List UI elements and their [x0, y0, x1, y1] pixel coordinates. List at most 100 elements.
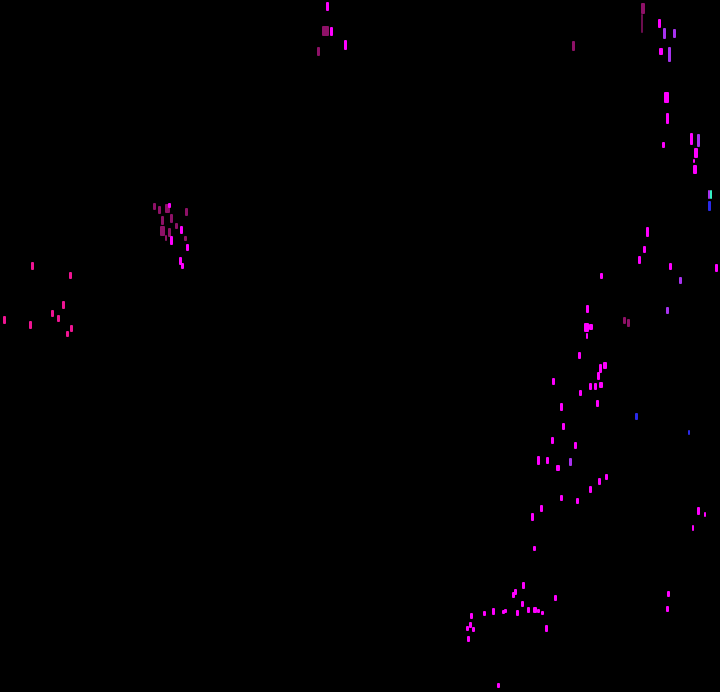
- speck: [598, 478, 601, 485]
- speck: [708, 190, 710, 199]
- speck: [62, 301, 65, 309]
- speck: [646, 227, 649, 237]
- speck: [527, 607, 530, 613]
- speck: [472, 627, 475, 632]
- speck: [697, 134, 700, 147]
- speck: [57, 315, 60, 322]
- speck: [469, 622, 472, 628]
- speck: [31, 262, 34, 270]
- speck: [659, 48, 663, 55]
- speck: [697, 507, 700, 515]
- speck: [326, 2, 329, 11]
- speck: [579, 390, 582, 396]
- speck: [594, 383, 597, 390]
- speck: [160, 226, 165, 236]
- speck: [589, 383, 592, 390]
- speck: [168, 228, 171, 237]
- speck: [693, 165, 697, 174]
- speck: [552, 378, 555, 385]
- speck: [330, 27, 333, 36]
- speck: [546, 457, 549, 464]
- speck: [554, 595, 557, 601]
- speck: [531, 513, 534, 521]
- speck: [586, 333, 588, 339]
- speck: [175, 223, 178, 229]
- speck: [512, 592, 515, 598]
- speck: [556, 465, 560, 471]
- speck: [168, 203, 171, 208]
- speck: [483, 611, 486, 616]
- speck: [170, 236, 173, 245]
- speck: [533, 607, 537, 613]
- speck: [521, 601, 524, 607]
- speck: [666, 606, 669, 612]
- speck: [690, 133, 693, 145]
- speck: [663, 28, 666, 39]
- speck: [322, 26, 329, 36]
- speck: [497, 683, 500, 688]
- speck: [668, 47, 671, 62]
- speck: [551, 437, 554, 444]
- speck: [537, 609, 540, 613]
- speck: [492, 608, 495, 615]
- speck: [184, 236, 187, 241]
- speck: [179, 257, 182, 265]
- speck: [317, 47, 320, 56]
- speck: [181, 263, 184, 269]
- speck: [599, 382, 603, 388]
- speck: [466, 626, 469, 631]
- speck: [673, 29, 676, 38]
- speck: [70, 325, 73, 332]
- speck: [710, 190, 712, 199]
- speck: [562, 423, 565, 430]
- speck: [533, 546, 536, 551]
- speck: [694, 148, 698, 158]
- speck: [641, 3, 645, 14]
- speck: [666, 307, 669, 314]
- speck: [502, 610, 505, 614]
- speck: [669, 263, 672, 270]
- speck: [186, 244, 189, 251]
- speck: [662, 142, 665, 148]
- speck: [516, 610, 519, 616]
- speck: [537, 456, 540, 465]
- speck: [514, 589, 517, 595]
- speck: [635, 413, 638, 420]
- speck: [153, 203, 156, 210]
- speck: [467, 636, 470, 642]
- speck: [641, 14, 643, 33]
- speck: [688, 430, 690, 435]
- speck: [704, 512, 706, 517]
- speck: [569, 458, 572, 466]
- speck: [658, 19, 661, 28]
- speck: [589, 324, 593, 330]
- speck: [596, 400, 599, 407]
- speck: [693, 159, 695, 163]
- speck: [470, 613, 473, 619]
- speck: [600, 273, 603, 279]
- speck: [666, 113, 669, 124]
- speck: [667, 591, 670, 597]
- speck: [576, 498, 579, 504]
- speck: [504, 609, 507, 613]
- speck: [574, 442, 577, 449]
- speck: [3, 316, 6, 324]
- speck: [29, 321, 32, 329]
- speck: [708, 201, 711, 211]
- speck: [603, 362, 607, 369]
- speck: [627, 319, 630, 327]
- speck: [715, 264, 718, 272]
- speck: [586, 305, 589, 313]
- speck: [344, 40, 347, 50]
- speck: [560, 403, 563, 411]
- speck: [578, 352, 581, 359]
- speck: [180, 226, 183, 234]
- speck: [165, 204, 170, 213]
- speck: [545, 625, 548, 632]
- speck: [692, 525, 694, 531]
- speck: [572, 41, 575, 51]
- speck: [158, 206, 161, 214]
- speck: [605, 474, 608, 480]
- speck: [638, 256, 641, 264]
